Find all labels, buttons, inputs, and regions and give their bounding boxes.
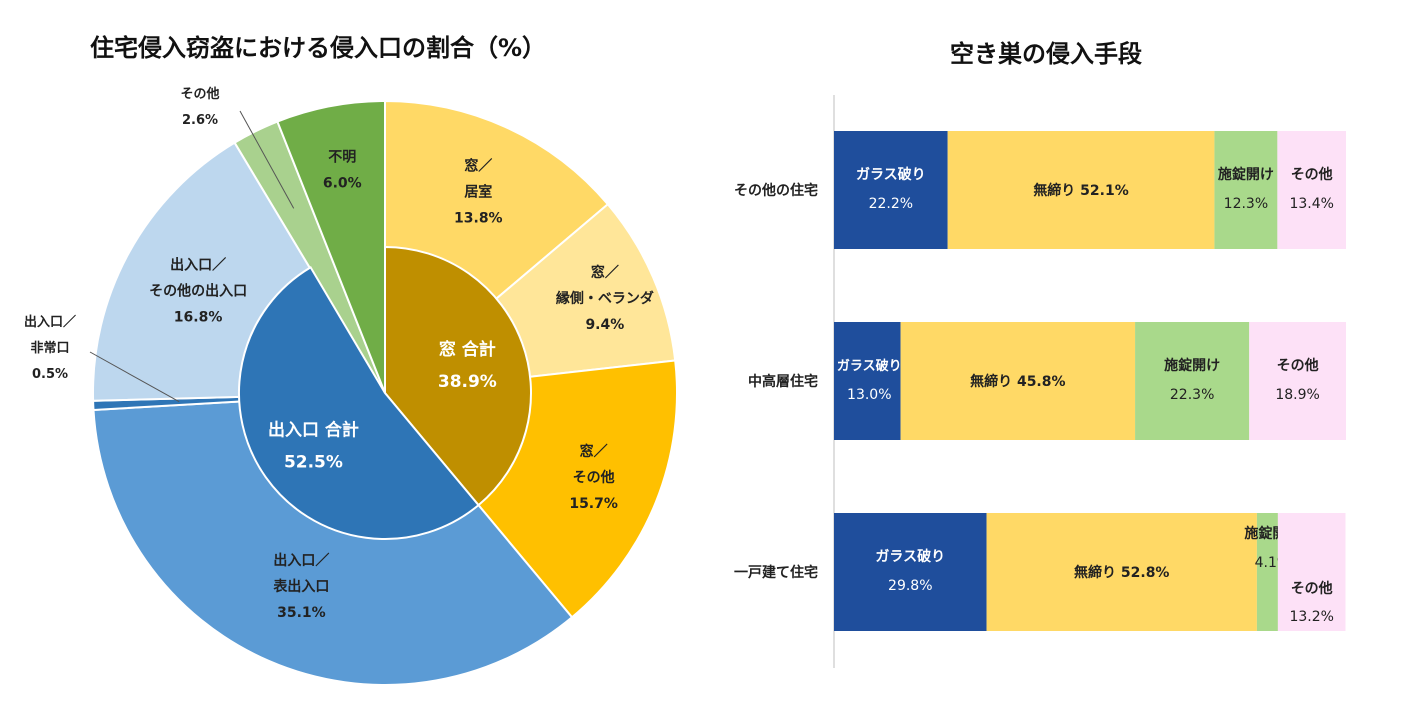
outer-label-1-1: 縁側・ベランダ [556, 290, 654, 307]
outer-value-3: 35.1% [277, 605, 326, 621]
leader-line-4 [89, 351, 180, 403]
bar-segment-2-1 [986, 513, 1257, 631]
outer-label-0-1: 居室 [464, 184, 492, 201]
category-label-0: その他の住宅 [734, 182, 818, 199]
bar-value-1-3: 18.9% [1275, 387, 1319, 403]
outer-value-6: 2.6% [182, 113, 218, 128]
bar-segment-2-3 [1277, 513, 1346, 631]
outer-label-4-0: 出入口／ [24, 314, 76, 330]
bar-label-1-1: 無締り 45.8% [970, 373, 1065, 390]
bar-segment-2-0 [834, 513, 987, 631]
bar-value-0-0: 22.2% [869, 196, 913, 212]
inner-label-1: 出入口 合計 [268, 420, 359, 441]
inner-label-0: 窓 合計 [439, 339, 496, 360]
outer-value-4: 0.5% [32, 367, 68, 382]
outer-value-0: 13.8% [454, 211, 503, 227]
outer-label-2-0: 窓／ [580, 443, 608, 460]
outer-value-1: 9.4% [585, 317, 624, 333]
bar-value-0-3: 13.4% [1289, 196, 1333, 212]
bar-value-2-0: 29.8% [888, 578, 932, 594]
bar-series-name-0-2: 施錠開け [1218, 166, 1274, 183]
bar-segment-0-3 [1277, 131, 1346, 249]
bar-segment-0-0 [834, 131, 948, 249]
bar-value-1-0: 13.0% [847, 387, 891, 403]
bar-series-name-0-0: ガラス破り [856, 166, 926, 183]
bar-series-name-2-3: その他 [1291, 580, 1333, 597]
outer-label-2-1: その他 [573, 469, 615, 486]
bar-series-name-0-3: その他 [1291, 166, 1333, 183]
outer-slice-7 [276, 99, 386, 394]
outer-label-3-1: 表出入口 [272, 578, 329, 595]
bar-segment-1-0 [834, 322, 901, 440]
outer-label-4-1: 非常口 [30, 340, 69, 356]
outer-label-6-0: その他 [180, 86, 219, 102]
outer-slice-3 [92, 391, 574, 686]
category-label-1: 中高層住宅 [748, 373, 818, 390]
outer-label-0-0: 窓／ [464, 158, 492, 175]
outer-label-1-0: 窓／ [591, 264, 619, 281]
bar-series-name-1-3: その他 [1277, 357, 1319, 374]
bar-segment-1-2 [1135, 322, 1250, 440]
bar-value-1-2: 22.3% [1170, 387, 1214, 403]
bar-segment-0-1 [947, 131, 1215, 249]
bar-value-0-2: 12.3% [1224, 196, 1268, 212]
leader-line-6 [239, 110, 295, 209]
bar-segment-2-2 [1256, 513, 1278, 631]
bar-segment-1-3 [1249, 322, 1346, 440]
bar-chart-title: 空き巣の侵入手段 [950, 40, 1142, 68]
inner-slice-1 [238, 265, 480, 540]
bar-label-2-1: 無締り 52.8% [1074, 564, 1169, 581]
donut-chart: 窓 合計 38.9% 出入口 合計 52.5% 窓／ 居室 13.8% 窓／ 縁側・ベランダ 9.… [24, 86, 678, 686]
outer-label-5-0: 出入口／ [170, 257, 226, 274]
bar-series-name-1-0: ガラス破り [837, 358, 902, 374]
bar-label-0-1: 無締り 52.1% [1033, 182, 1128, 199]
bar-series-name-1-2: 施錠開け [1164, 357, 1220, 374]
inner-value-1: 52.5% [284, 453, 343, 473]
outer-value-2: 15.7% [569, 496, 618, 512]
bar-value-2-3: 13.2% [1289, 609, 1333, 625]
bar-series-name-2-0: ガラス破り [875, 548, 945, 565]
donut-chart-title: 住宅侵入窃盗における侵入口の割合（%） [90, 34, 547, 62]
inner-slice-0 [384, 245, 532, 507]
bar-segment-0-2 [1214, 131, 1278, 249]
bar-segment-1-1 [900, 322, 1136, 440]
inner-value-0: 38.9% [438, 372, 497, 392]
category-label-2: 一戸建て住宅 [734, 564, 818, 581]
outer-value-7: 6.0% [323, 175, 362, 191]
outer-label-3-0: 出入口／ [273, 552, 329, 569]
outer-label-5-1: その他の出入口 [149, 283, 247, 300]
outer-label-7-0: 不明 [328, 149, 356, 165]
outer-value-5: 16.8% [174, 310, 223, 326]
